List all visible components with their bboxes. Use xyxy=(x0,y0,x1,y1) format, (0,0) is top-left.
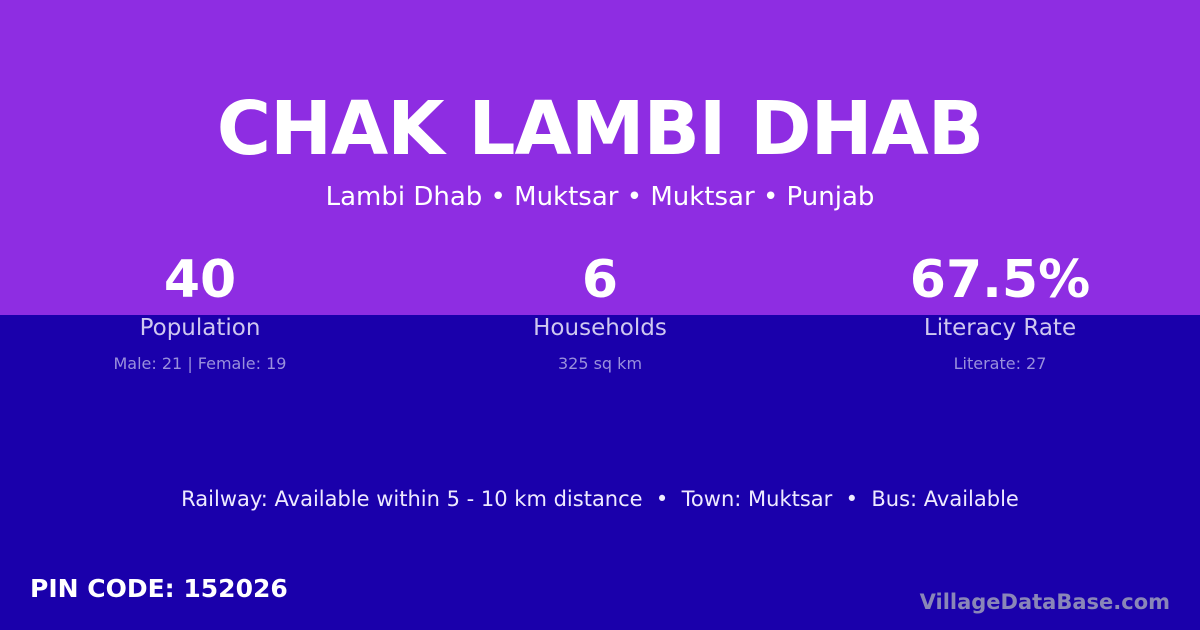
location-breadcrumb: Lambi Dhab • Muktsar • Muktsar • Punjab xyxy=(325,182,875,212)
stat-detail: 325 sq km xyxy=(557,354,643,373)
stat-value: 6 xyxy=(581,250,619,310)
village-title: CHAK LAMBI DHAB xyxy=(216,86,984,172)
brand-logo: VillageDataBase.com xyxy=(919,590,1170,614)
stat-value: 67.5% xyxy=(909,250,1091,310)
stat-label: Population xyxy=(139,315,261,341)
stat-detail: Literate: 27 xyxy=(953,354,1047,373)
stat-label: Literacy Rate xyxy=(923,315,1077,341)
header-band xyxy=(0,0,1200,315)
stat-value: 40 xyxy=(163,250,237,310)
stat-detail: Male: 21 | Female: 19 xyxy=(113,354,287,373)
amenities-info: Railway: Available within 5 - 10 km dist… xyxy=(181,487,1019,511)
stat-label: Households xyxy=(533,315,667,341)
pin-code: PIN CODE: 152026 xyxy=(30,574,288,603)
